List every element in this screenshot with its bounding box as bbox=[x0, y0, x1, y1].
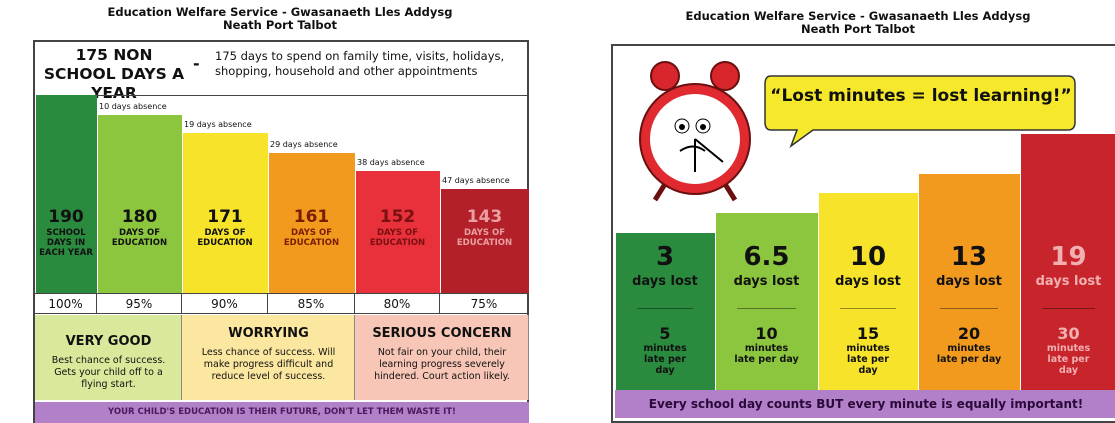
days-value: 13 bbox=[918, 242, 1020, 272]
days-label: DAYS OF EDUCATION bbox=[184, 228, 266, 248]
rating-title: SERIOUS CONCERN bbox=[355, 326, 529, 341]
percent: 90% bbox=[182, 293, 268, 314]
rating-text: Not fair on your child, their learning p… bbox=[361, 347, 523, 383]
days-label: DAYS OF EDUCATION bbox=[270, 228, 353, 248]
rating-text: Best chance of success. Gets your child … bbox=[41, 355, 176, 391]
days-label: days lost bbox=[1020, 274, 1115, 289]
minutes-value: 30 bbox=[1020, 324, 1115, 343]
days-label: days lost bbox=[818, 274, 918, 289]
separator bbox=[1042, 308, 1095, 309]
minutes-label: minutes late per day bbox=[836, 343, 900, 376]
separator bbox=[637, 308, 693, 309]
minutes-label: minutes late per day bbox=[633, 343, 697, 376]
percent: 75% bbox=[440, 293, 529, 314]
days-value: 180 bbox=[97, 207, 182, 227]
percent: 85% bbox=[268, 293, 355, 314]
header-text: 175 days to spend on family time, visits… bbox=[215, 49, 525, 79]
separator bbox=[737, 308, 796, 309]
minutes-value: 5 bbox=[615, 324, 715, 343]
absence-label: 19 days absence bbox=[184, 120, 270, 129]
days-label: SCHOOL DAYS IN EACH YEAR bbox=[37, 228, 95, 258]
days-value: 10 bbox=[818, 242, 918, 272]
bar bbox=[35, 95, 97, 293]
absence-label: 29 days absence bbox=[270, 140, 357, 149]
days-value: 6.5 bbox=[715, 242, 818, 272]
minutes-label: minutes late per day bbox=[1038, 343, 1099, 376]
percent: 80% bbox=[355, 293, 440, 314]
days-value: 19 bbox=[1020, 242, 1115, 272]
days-value: 3 bbox=[615, 242, 715, 272]
days-label: DAYS OF EDUCATION bbox=[442, 228, 527, 248]
days-label: days lost bbox=[715, 274, 818, 289]
absence-label: 38 days absence bbox=[357, 158, 442, 167]
quote: “Lost minutes = lost learning!” bbox=[765, 86, 1077, 106]
divider bbox=[35, 95, 529, 96]
minutes-label: minutes late per day bbox=[936, 343, 1002, 365]
days-value: 171 bbox=[182, 207, 268, 227]
days-label: DAYS OF EDUCATION bbox=[357, 228, 438, 248]
rating-text: Less chance of success. Will make progre… bbox=[188, 347, 349, 383]
clock-icon bbox=[635, 54, 755, 204]
days-value: 161 bbox=[268, 207, 355, 227]
header-dash: - bbox=[193, 54, 200, 73]
percent: 100% bbox=[35, 293, 97, 314]
days-value: 152 bbox=[355, 207, 440, 227]
days-label: DAYS OF EDUCATION bbox=[99, 228, 180, 248]
rating-title: VERY GOOD bbox=[35, 334, 182, 349]
minutes-value: 15 bbox=[818, 324, 918, 343]
minutes-value: 10 bbox=[715, 324, 818, 343]
absence-label: 10 days absence bbox=[99, 102, 184, 111]
days-label: days lost bbox=[615, 274, 715, 289]
bar bbox=[97, 115, 182, 293]
left-subtitle: Neath Port Talbot bbox=[30, 19, 530, 32]
right-subtitle: Neath Port Talbot bbox=[608, 23, 1108, 36]
absence-label: 47 days absence bbox=[442, 176, 531, 185]
days-label: days lost bbox=[918, 274, 1020, 289]
days-value: 143 bbox=[440, 207, 529, 227]
footer: Every school day counts BUT every minute… bbox=[615, 390, 1115, 418]
left-panel: 175 NON SCHOOL DAYS A YEAR - 175 days to… bbox=[33, 40, 529, 423]
separator bbox=[840, 308, 896, 309]
days-value: 190 bbox=[35, 207, 97, 227]
minutes-value: 20 bbox=[918, 324, 1020, 343]
page: Education Welfare Service - Gwasanaeth L… bbox=[0, 0, 1115, 423]
minutes-label: minutes late per day bbox=[733, 343, 800, 365]
separator bbox=[940, 308, 998, 309]
percent: 95% bbox=[97, 293, 182, 314]
rating-title: WORRYING bbox=[182, 326, 355, 341]
footer: YOUR CHILD'S EDUCATION IS THEIR FUTURE, … bbox=[35, 402, 529, 423]
